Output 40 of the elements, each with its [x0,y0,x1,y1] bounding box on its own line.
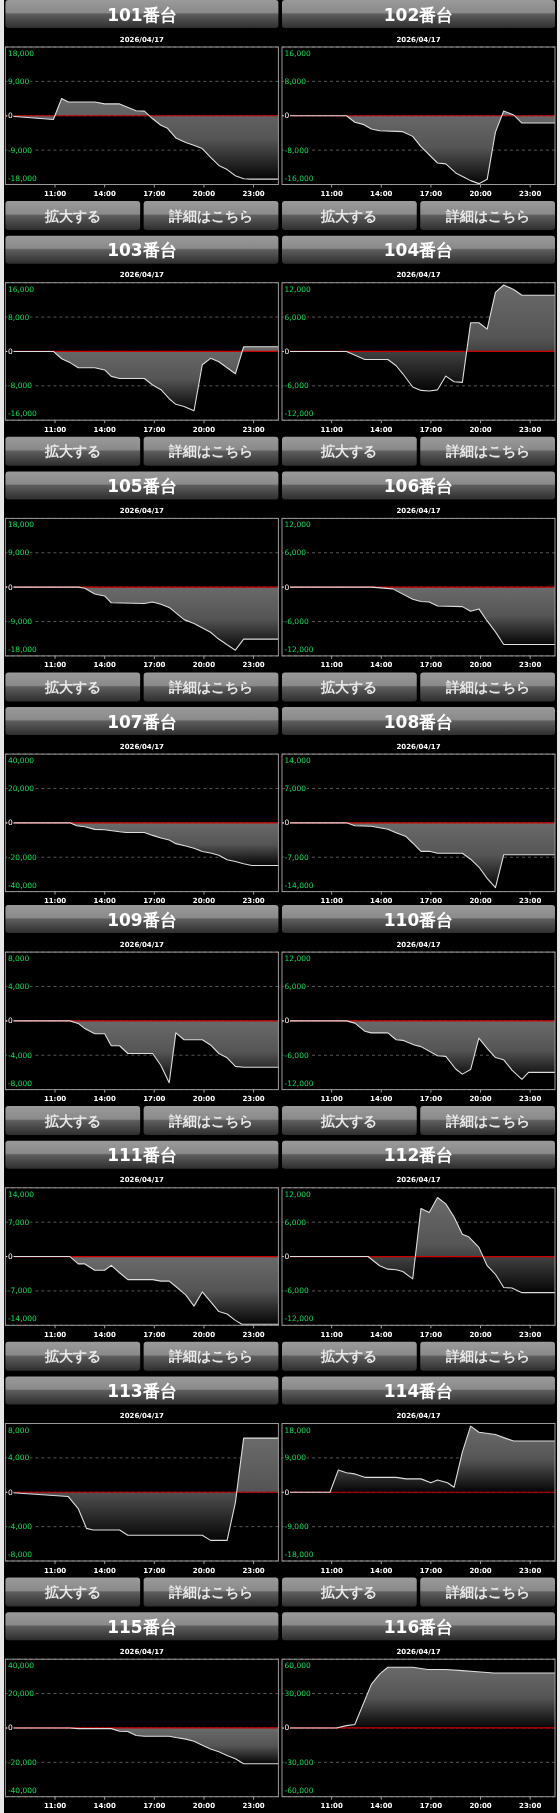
button: 詳細はこちら [420,1341,555,1371]
chart-title: 107番台 [107,711,177,732]
chart-title: 106番台 [383,475,454,496]
chart-title: 105番台 [107,475,177,496]
chart-title: 115番台 [107,1616,177,1637]
button: 拡大する [5,201,141,230]
chart-title: 102番台 [383,4,454,25]
button: 詳細はこちら [143,1341,279,1371]
button: 拡大する [282,436,417,466]
button: 詳細はこちら [143,201,279,230]
button: 拡大する [282,1577,417,1607]
button: 拡大する [282,201,417,230]
chart-title: 108番台 [383,711,454,732]
button: 詳細はこちら [143,672,279,702]
chart-title: 101番台 [107,4,177,25]
button: 拡大する [282,672,417,702]
chart-title: 116番台 [383,1616,454,1637]
button: 拡大する [5,1577,141,1607]
chart-title: 114番台 [383,1381,454,1401]
button: 詳細はこちら [420,672,555,702]
button: 拡大する [282,1341,417,1371]
chart-title: 103番台 [107,240,177,261]
button: 詳細はこちら [143,1106,279,1136]
button: 詳細はこちら [143,436,279,466]
button: 詳細はこちら [420,1106,555,1136]
button: 詳細はこちら [420,1577,555,1607]
chart-title: 112番台 [383,1145,454,1166]
button: 詳細はこちら [420,436,555,466]
chart-title: 104番台 [383,240,454,261]
button: 拡大する [5,672,141,702]
button: 拡大する [5,436,141,466]
button: 拡大する [282,1106,417,1136]
button: 詳細はこちら [420,201,555,230]
button: 詳細はこちら [143,1577,279,1607]
button: 拡大する [5,1341,141,1371]
chart-title: 110番台 [383,909,454,930]
button: 拡大する [5,1106,141,1136]
chart-title: 109番台 [107,909,177,930]
chart-title: 111番台 [107,1145,177,1166]
chart-title: 113番台 [107,1381,177,1401]
